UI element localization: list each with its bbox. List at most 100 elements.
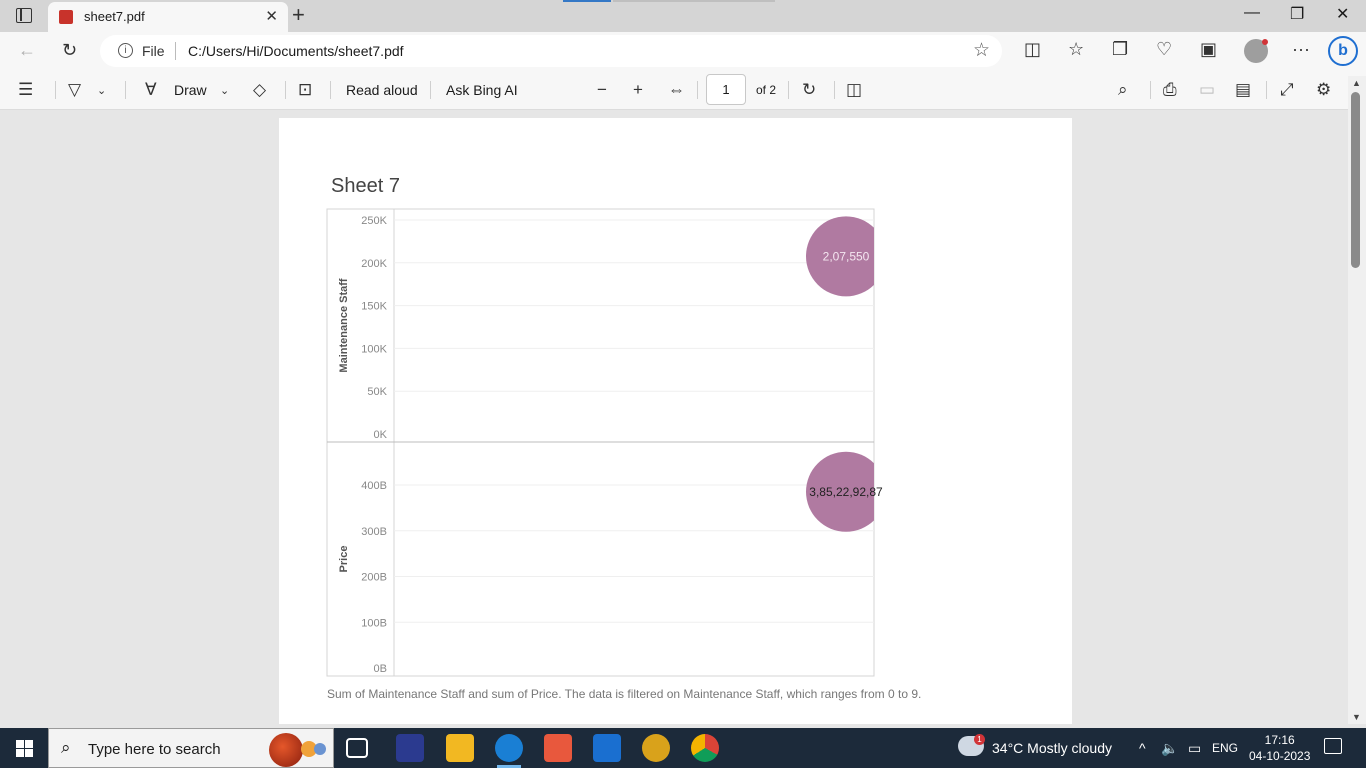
info-icon[interactable]: i (118, 43, 133, 58)
search-highlight-image-3 (314, 743, 326, 755)
toolbar-divider (697, 81, 698, 99)
battery-icon[interactable]: ▭ (1188, 740, 1202, 756)
data-label: 3,85,22,92,87 (809, 485, 883, 499)
speaker-icon[interactable]: 🔈 (1161, 740, 1179, 756)
minimize-icon[interactable]: — (1244, 4, 1260, 21)
address-url[interactable]: C:/Users/Hi/Documents/sheet7.pdf (188, 43, 404, 59)
erase-icon[interactable]: ◇ (253, 80, 267, 99)
windows-taskbar: ⌕ Type here to search 1 34°C Mostly clou… (0, 728, 1366, 768)
address-bar[interactable]: i File C:/Users/Hi/Documents/sheet7.pdf … (100, 35, 1002, 67)
chrome-icon[interactable] (691, 734, 719, 762)
refresh-icon[interactable]: ↻ (62, 40, 78, 60)
address-divider (175, 42, 176, 60)
tab-strip: sheet7.pdf ✕ + — ❐ ✕ (0, 0, 1366, 32)
toolbar-divider (285, 81, 286, 99)
more-menu-icon[interactable]: ··· (1292, 39, 1310, 59)
scroll-up-icon[interactable]: ▲ (1352, 78, 1361, 88)
ask-bing-button[interactable]: Ask Bing AI (446, 82, 518, 98)
search-placeholder: Type here to search (88, 741, 221, 758)
y-tick-label: 100B (361, 617, 387, 629)
scrollbar-thumb[interactable] (1351, 92, 1360, 268)
y-tick-label: 0K (374, 429, 388, 441)
clock-date: 04-10-2023 (1249, 749, 1311, 763)
save-icon[interactable]: ▭ (1199, 80, 1216, 99)
toolbar-divider (788, 81, 789, 99)
tab-title: sheet7.pdf (84, 9, 145, 24)
pdf-toolbar: ☰ ▽ ⌄ ∀ Draw ⌄ ◇ ⊡ Read aloud Ask Bing A… (0, 70, 1366, 110)
tab-strip-indicator (563, 0, 611, 2)
mail-icon[interactable] (593, 734, 621, 762)
app-pinned-1-icon[interactable] (396, 734, 424, 762)
draw-icon[interactable]: ∀ (145, 80, 157, 99)
draw-dropdown-icon[interactable]: ⌄ (220, 85, 230, 97)
chart-caption: Sum of Maintenance Staff and sum of Pric… (327, 687, 922, 701)
read-aloud-button[interactable]: Read aloud (346, 82, 418, 98)
tab-sheet7[interactable]: sheet7.pdf ✕ (48, 2, 288, 32)
search-highlight-image-2 (301, 741, 317, 757)
restore-icon[interactable]: ❐ (1290, 6, 1305, 23)
weather-text[interactable]: 34°C Mostly cloudy (992, 740, 1112, 756)
add-text-icon[interactable]: ⊡ (298, 80, 313, 99)
zoom-in-icon[interactable]: + (633, 80, 643, 99)
y-tick-label: 200K (361, 258, 387, 270)
browser-essentials-icon[interactable]: ♡ (1156, 39, 1173, 59)
back-icon[interactable]: ← (18, 40, 36, 60)
page-view-icon[interactable]: ◫ (846, 80, 863, 99)
task-view-icon[interactable] (346, 738, 368, 758)
favorites-icon[interactable]: ☆ (1068, 39, 1085, 59)
chart-title: Sheet 7 (331, 175, 400, 197)
y-tick-label: 150K (361, 301, 387, 313)
pdf-page (279, 118, 1072, 724)
rotate-icon[interactable]: ↻ (802, 80, 817, 99)
highlight-dropdown-icon[interactable]: ⌄ (97, 85, 107, 97)
fit-to-width-icon[interactable]: ⇔ (668, 80, 685, 99)
close-window-icon[interactable]: ✕ (1336, 6, 1350, 23)
app-pinned-2-icon[interactable] (642, 734, 670, 762)
vertical-scrollbar[interactable]: ▲ ▼ (1348, 76, 1366, 724)
microsoft-store-icon[interactable] (544, 734, 572, 762)
toolbar-divider (1266, 81, 1267, 99)
collections-icon[interactable]: ❐ (1112, 39, 1129, 59)
close-tab-icon[interactable]: ✕ (265, 8, 278, 25)
highlight-icon[interactable]: ▽ (68, 80, 82, 99)
bing-chat-icon[interactable]: b (1328, 36, 1358, 66)
draw-button[interactable]: Draw (174, 82, 207, 98)
y-tick-label: 100K (361, 343, 387, 355)
taskbar-search-box[interactable]: ⌕ Type here to search (48, 728, 334, 768)
y-tick-label: 200B (361, 572, 387, 584)
toolbar-divider (1150, 81, 1151, 99)
data-label: 2,07,550 (823, 249, 870, 263)
show-hidden-icons-icon[interactable]: ^ (1139, 740, 1146, 756)
settings-gear-icon[interactable]: ⚙ (1316, 80, 1332, 99)
scroll-down-icon[interactable]: ▼ (1352, 712, 1361, 722)
fullscreen-icon[interactable]: ⤢ (1280, 80, 1294, 99)
toolbar-divider (430, 81, 431, 99)
edge-browser-icon[interactable] (495, 734, 523, 768)
y-tick-label: 400B (361, 480, 387, 492)
profile-notification-dot (1262, 39, 1268, 45)
tab-actions-icon[interactable] (16, 8, 32, 23)
y-axis-label: Price (338, 546, 350, 573)
language-indicator[interactable]: ENG (1212, 741, 1239, 755)
pdf-file-icon (59, 10, 73, 24)
toolbar-divider (55, 81, 56, 99)
tab-strip-indicator-track (613, 0, 775, 2)
page-number-input[interactable]: 1 (706, 74, 746, 105)
notifications-icon[interactable] (1324, 738, 1342, 754)
clock[interactable]: 17:16 04-10-2023 (1249, 732, 1310, 764)
search-highlight-image (269, 733, 303, 767)
find-icon[interactable]: ⌕ (1118, 80, 1128, 99)
weather-badge: 1 (974, 734, 985, 745)
favorite-star-icon[interactable]: ☆ (972, 40, 990, 61)
split-screen-icon[interactable]: ◫ (1024, 39, 1042, 59)
y-tick-label: 300B (361, 526, 387, 538)
start-windows-icon[interactable] (16, 740, 33, 757)
print-icon[interactable]: ⎙ (1163, 80, 1177, 99)
zoom-out-icon[interactable]: − (597, 80, 607, 99)
save-as-icon[interactable]: ▤ (1235, 80, 1252, 99)
new-tab-icon[interactable]: + (292, 2, 305, 27)
address-row: ← ↻ i File C:/Users/Hi/Documents/sheet7.… (0, 32, 1366, 70)
office-icon[interactable]: ▣ (1200, 39, 1218, 59)
file-explorer-icon[interactable] (446, 734, 474, 762)
table-of-contents-icon[interactable]: ☰ (18, 80, 34, 99)
